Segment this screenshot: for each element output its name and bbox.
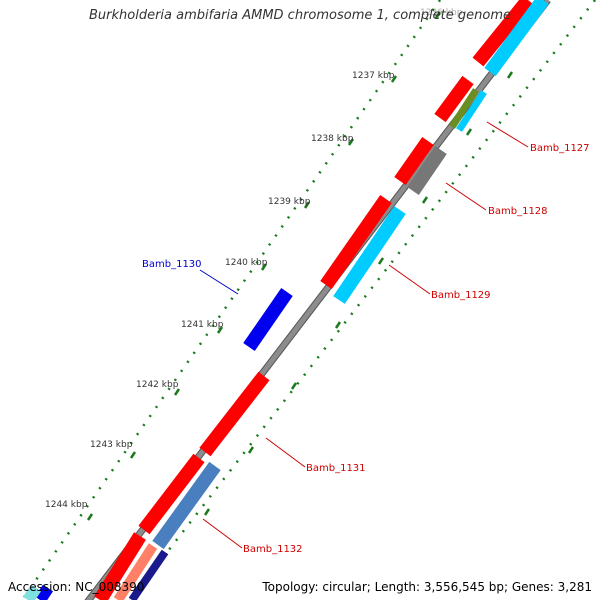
tick-label: 1238 kbp xyxy=(311,134,354,144)
major-tick xyxy=(347,138,355,146)
gene-label-bamb-1129[interactable]: Bamb_1129 xyxy=(431,290,491,301)
tick-label: 1242 kbp xyxy=(136,380,179,390)
major-tick xyxy=(303,201,311,209)
gene-block-forward[interactable] xyxy=(199,371,270,457)
gene-label-bamb-1127[interactable]: Bamb_1127 xyxy=(530,143,590,154)
gene-label-leaders xyxy=(199,121,529,549)
gene-label-bamb-1130[interactable]: Bamb_1130 xyxy=(142,259,202,270)
tick-label: 1236 kbp xyxy=(420,8,463,18)
gene-block-forward[interactable] xyxy=(434,75,474,123)
gene-block-forward[interactable] xyxy=(94,532,146,600)
gene-label-bamb-1131[interactable]: Bamb_1131 xyxy=(306,463,366,474)
gene-labels: Bamb_1127 Bamb_1128 Bamb_1129 Bamb_1130 … xyxy=(142,143,590,555)
gene-block-reverse[interactable] xyxy=(407,146,447,195)
gene-block-reverse[interactable] xyxy=(449,88,479,129)
accession-label: Accession: NC_008390 xyxy=(8,580,145,594)
tick-label: 1239 kbp xyxy=(268,197,311,207)
major-tick xyxy=(260,263,268,271)
major-tick xyxy=(129,451,137,459)
gene-block-forward-strand[interactable] xyxy=(35,584,53,600)
inner-tick-ring xyxy=(129,0,596,600)
gene-block-forward-strand[interactable] xyxy=(243,288,293,351)
gene-label-bamb-1132[interactable]: Bamb_1132 xyxy=(243,544,303,555)
genome-summary: Topology: circular; Length: 3,556,545 bp… xyxy=(262,580,592,594)
gene-block-reverse[interactable] xyxy=(113,543,158,600)
gene-block-forward[interactable] xyxy=(320,194,392,290)
inner-major-ticks xyxy=(203,71,514,516)
tick-labels: 1236 kbp 1237 kbp 1238 kbp 1239 kbp 1240… xyxy=(45,8,463,510)
tick-label: 1243 kbp xyxy=(90,440,133,450)
gene-label-bamb-1128[interactable]: Bamb_1128 xyxy=(488,206,548,217)
gene-block-reverse[interactable] xyxy=(484,0,549,77)
map-title: Burkholderia ambifaria AMMD chromosome 1… xyxy=(88,8,512,23)
gene-shapes xyxy=(23,0,549,600)
gene-block-forward-strand[interactable] xyxy=(23,584,41,600)
gene-block-forward[interactable] xyxy=(394,136,434,186)
major-tick xyxy=(86,513,94,521)
major-tick xyxy=(434,11,442,19)
outer-tick-ring xyxy=(20,0,442,600)
gene-block-reverse[interactable] xyxy=(128,549,169,600)
gene-block-forward[interactable] xyxy=(472,0,534,67)
gene-block-reverse[interactable] xyxy=(333,206,406,304)
major-tick xyxy=(173,388,181,396)
tick-label: 1241 kbp xyxy=(181,320,224,330)
gene-block-reverse[interactable] xyxy=(456,90,487,132)
major-tick xyxy=(216,326,224,334)
tick-label: 1244 kbp xyxy=(45,500,88,510)
tick-label: 1240 kbp xyxy=(225,258,268,268)
tick-label: 1237 kbp xyxy=(352,71,395,81)
gene-block-reverse[interactable] xyxy=(152,461,221,550)
major-ticks xyxy=(86,11,442,521)
gene-block-forward[interactable] xyxy=(138,453,205,535)
major-tick xyxy=(390,75,398,83)
